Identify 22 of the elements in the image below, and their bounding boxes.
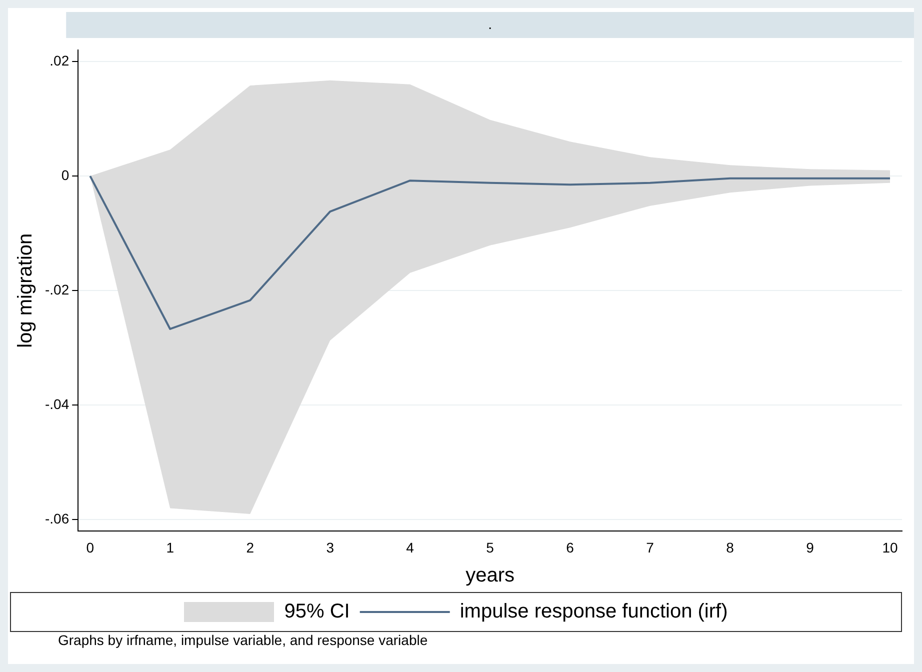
text: Graphs by irfname, impulse variable, and response variable — [58, 632, 428, 648]
y-tick-label: -.02 — [45, 281, 70, 298]
x-tick-label: 1 — [166, 539, 174, 556]
x-tick-label: 4 — [406, 539, 414, 556]
legend-label: impulse response function (irf) — [460, 600, 728, 623]
x-tick-label: 6 — [566, 539, 574, 556]
x-tick-label: 8 — [726, 539, 734, 556]
y-tick-label: -.04 — [45, 396, 70, 412]
x-axis-title: years — [466, 564, 515, 587]
x-tick-label: 7 — [646, 539, 654, 556]
text: 95% CI — [284, 600, 350, 623]
x-tick-label: 0 — [86, 539, 94, 556]
chart-title: . — [488, 16, 492, 32]
y-tick-label: -.06 — [45, 510, 70, 527]
x-tick-label: 5 — [486, 539, 494, 556]
x-tick-label: 2 — [246, 539, 254, 556]
y-axis-title: log migration — [14, 233, 37, 348]
y-tick-label: .02 — [50, 52, 70, 68]
x-tick-label: 9 — [806, 539, 814, 556]
x-tick-label: 3 — [326, 539, 334, 556]
x-tick-label: 10 — [882, 539, 898, 556]
y-tick-label: 0 — [61, 166, 70, 183]
